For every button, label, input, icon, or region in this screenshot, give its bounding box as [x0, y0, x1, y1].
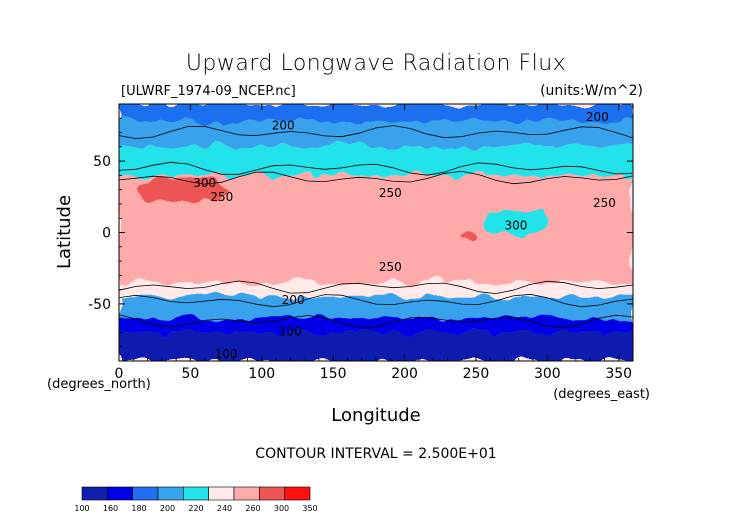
contour-label-10: 100 — [215, 347, 238, 361]
contour-label-1: 200 — [586, 110, 609, 124]
x-tick-label-1: 50 — [181, 366, 199, 382]
heatmap-cells — [119, 104, 633, 361]
colorbar-label-2: 180 — [131, 504, 146, 513]
x-unit-label: (degrees_east) — [553, 387, 650, 402]
contour-interval-label: CONTOUR INTERVAL = 2.500E+01 — [255, 446, 496, 462]
heatmap-cell-8 — [461, 228, 476, 237]
colorbar-label-0: 100 — [74, 504, 89, 513]
y-tick-label-2: 50 — [93, 154, 111, 170]
y-axis: -50 0 50 — [88, 117, 633, 348]
colorbar-swatch-5 — [208, 486, 235, 501]
contour-label-3: 250 — [210, 190, 233, 204]
x-axis-label: Longitude — [331, 405, 421, 426]
colorbar-swatch-4 — [183, 486, 209, 501]
contour-label-6: 300 — [504, 219, 527, 233]
heatmap-cell-10 — [119, 282, 633, 297]
heatmap-cell-4 — [140, 189, 255, 254]
contour-line-5 — [119, 314, 633, 329]
heatmap-cell-1 — [119, 104, 633, 122]
contour-label-9: 100 — [279, 324, 302, 338]
contour-label-5: 250 — [593, 196, 616, 210]
x-tick-label-5: 250 — [463, 366, 490, 382]
units-label: (units:W/m^2) — [540, 83, 643, 99]
contour-lines — [119, 125, 633, 329]
file-label: [ULWRF_1974-09_NCEP.nc] — [121, 84, 296, 99]
colorbar-swatch-1 — [107, 486, 133, 501]
colorbar-swatch-7 — [259, 486, 285, 501]
heatmap-cell-6 — [147, 243, 184, 259]
colorbar-swatch-8 — [284, 486, 311, 501]
y-unit-label: (degrees_north) — [47, 377, 151, 392]
x-tick-label-3: 150 — [320, 366, 347, 382]
x-tick-label-7: 350 — [605, 366, 632, 382]
y-tick-label-0: -50 — [88, 297, 111, 313]
heatmap-cell-2 — [119, 146, 633, 176]
heatmap-cell-13 — [119, 332, 633, 361]
contour-line-0 — [119, 125, 633, 140]
colorbar-label-1: 160 — [103, 504, 118, 513]
colorbar-swatch-0 — [81, 486, 108, 501]
contour-line-2 — [119, 170, 633, 185]
contour-label-8: 200 — [282, 293, 305, 307]
colorbar-swatch-3 — [157, 486, 184, 501]
x-tick-label-0: 0 — [115, 366, 124, 382]
contour-label-7: 250 — [379, 260, 402, 274]
contour-line-3 — [119, 280, 633, 295]
heatmap-cell-9 — [483, 211, 548, 233]
x-tick-label-4: 200 — [391, 366, 418, 382]
y-tick-label-1: 0 — [102, 226, 111, 242]
colorbar-swatch-2 — [132, 486, 159, 501]
x-tick-label-2: 100 — [248, 366, 275, 382]
colorbar-label-7: 300 — [274, 504, 289, 513]
contour-line-4 — [119, 293, 633, 308]
contour-label-0: 200 — [272, 119, 295, 133]
colorbar-label-3: 200 — [160, 504, 175, 513]
colorbar-label-8: 350 — [302, 504, 317, 513]
x-axis: 0 50 100 150 200 250 300 350 — [115, 104, 632, 382]
contour-label-2: 300 — [193, 176, 216, 190]
x-tick-label-6: 300 — [534, 366, 561, 382]
heatmap-cell-7 — [411, 189, 555, 283]
y-axis-label: Latitude — [54, 195, 75, 269]
colorbar-label-5: 240 — [217, 504, 232, 513]
colorbar-swatch-6 — [233, 486, 260, 501]
heatmap-cell-11 — [119, 296, 633, 319]
colorbar-label-4: 220 — [188, 504, 203, 513]
colorbar: 100 160 180 200 220 240 260 300 350 — [74, 486, 318, 513]
chart-title: Upward Longwave Radiation Flux — [186, 51, 566, 76]
contour-line-1 — [119, 161, 633, 176]
colorbar-label-6: 260 — [245, 504, 260, 513]
contour-label-4: 250 — [379, 186, 402, 200]
heatmap-cell-12 — [119, 318, 633, 333]
